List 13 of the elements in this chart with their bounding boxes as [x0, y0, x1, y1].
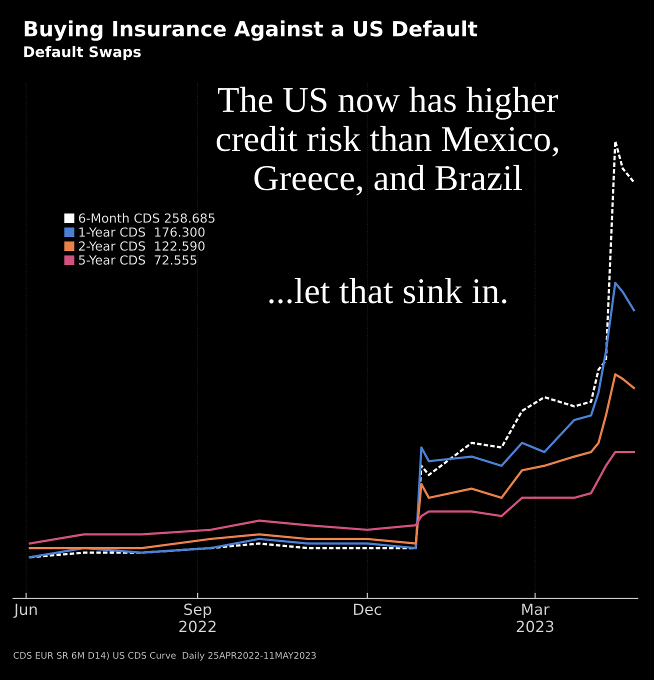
text: CDS EUR SR 6M D14) US CDS Curve Daily 25APR2022-11MAY2023: [14, 652, 316, 661]
chart-title: Buying Insurance Against a US Default: [24, 20, 478, 41]
legend-label: 1-Year CDS 176.300: [79, 227, 205, 237]
x-tick-label: Sep 2022: [179, 604, 216, 632]
x-tick-label: Jun: [13, 604, 37, 618]
legend-label: 6-Month CDS 258.685: [78, 213, 215, 223]
annotation: The US now has higher credit risk than Mexico, Greece, and Brazil: [216, 86, 558, 196]
x-tick-label: Dec: [354, 604, 382, 616]
chart-subtitle: Default Swaps: [24, 46, 141, 60]
legend-label: 5-Year CDS 72.555: [79, 255, 196, 265]
annotation: ...let that sink in.: [269, 278, 506, 304]
x-tick-label: Mar 2023: [516, 604, 554, 632]
legend-label: 2-Year CDS 122.590: [78, 241, 205, 251]
